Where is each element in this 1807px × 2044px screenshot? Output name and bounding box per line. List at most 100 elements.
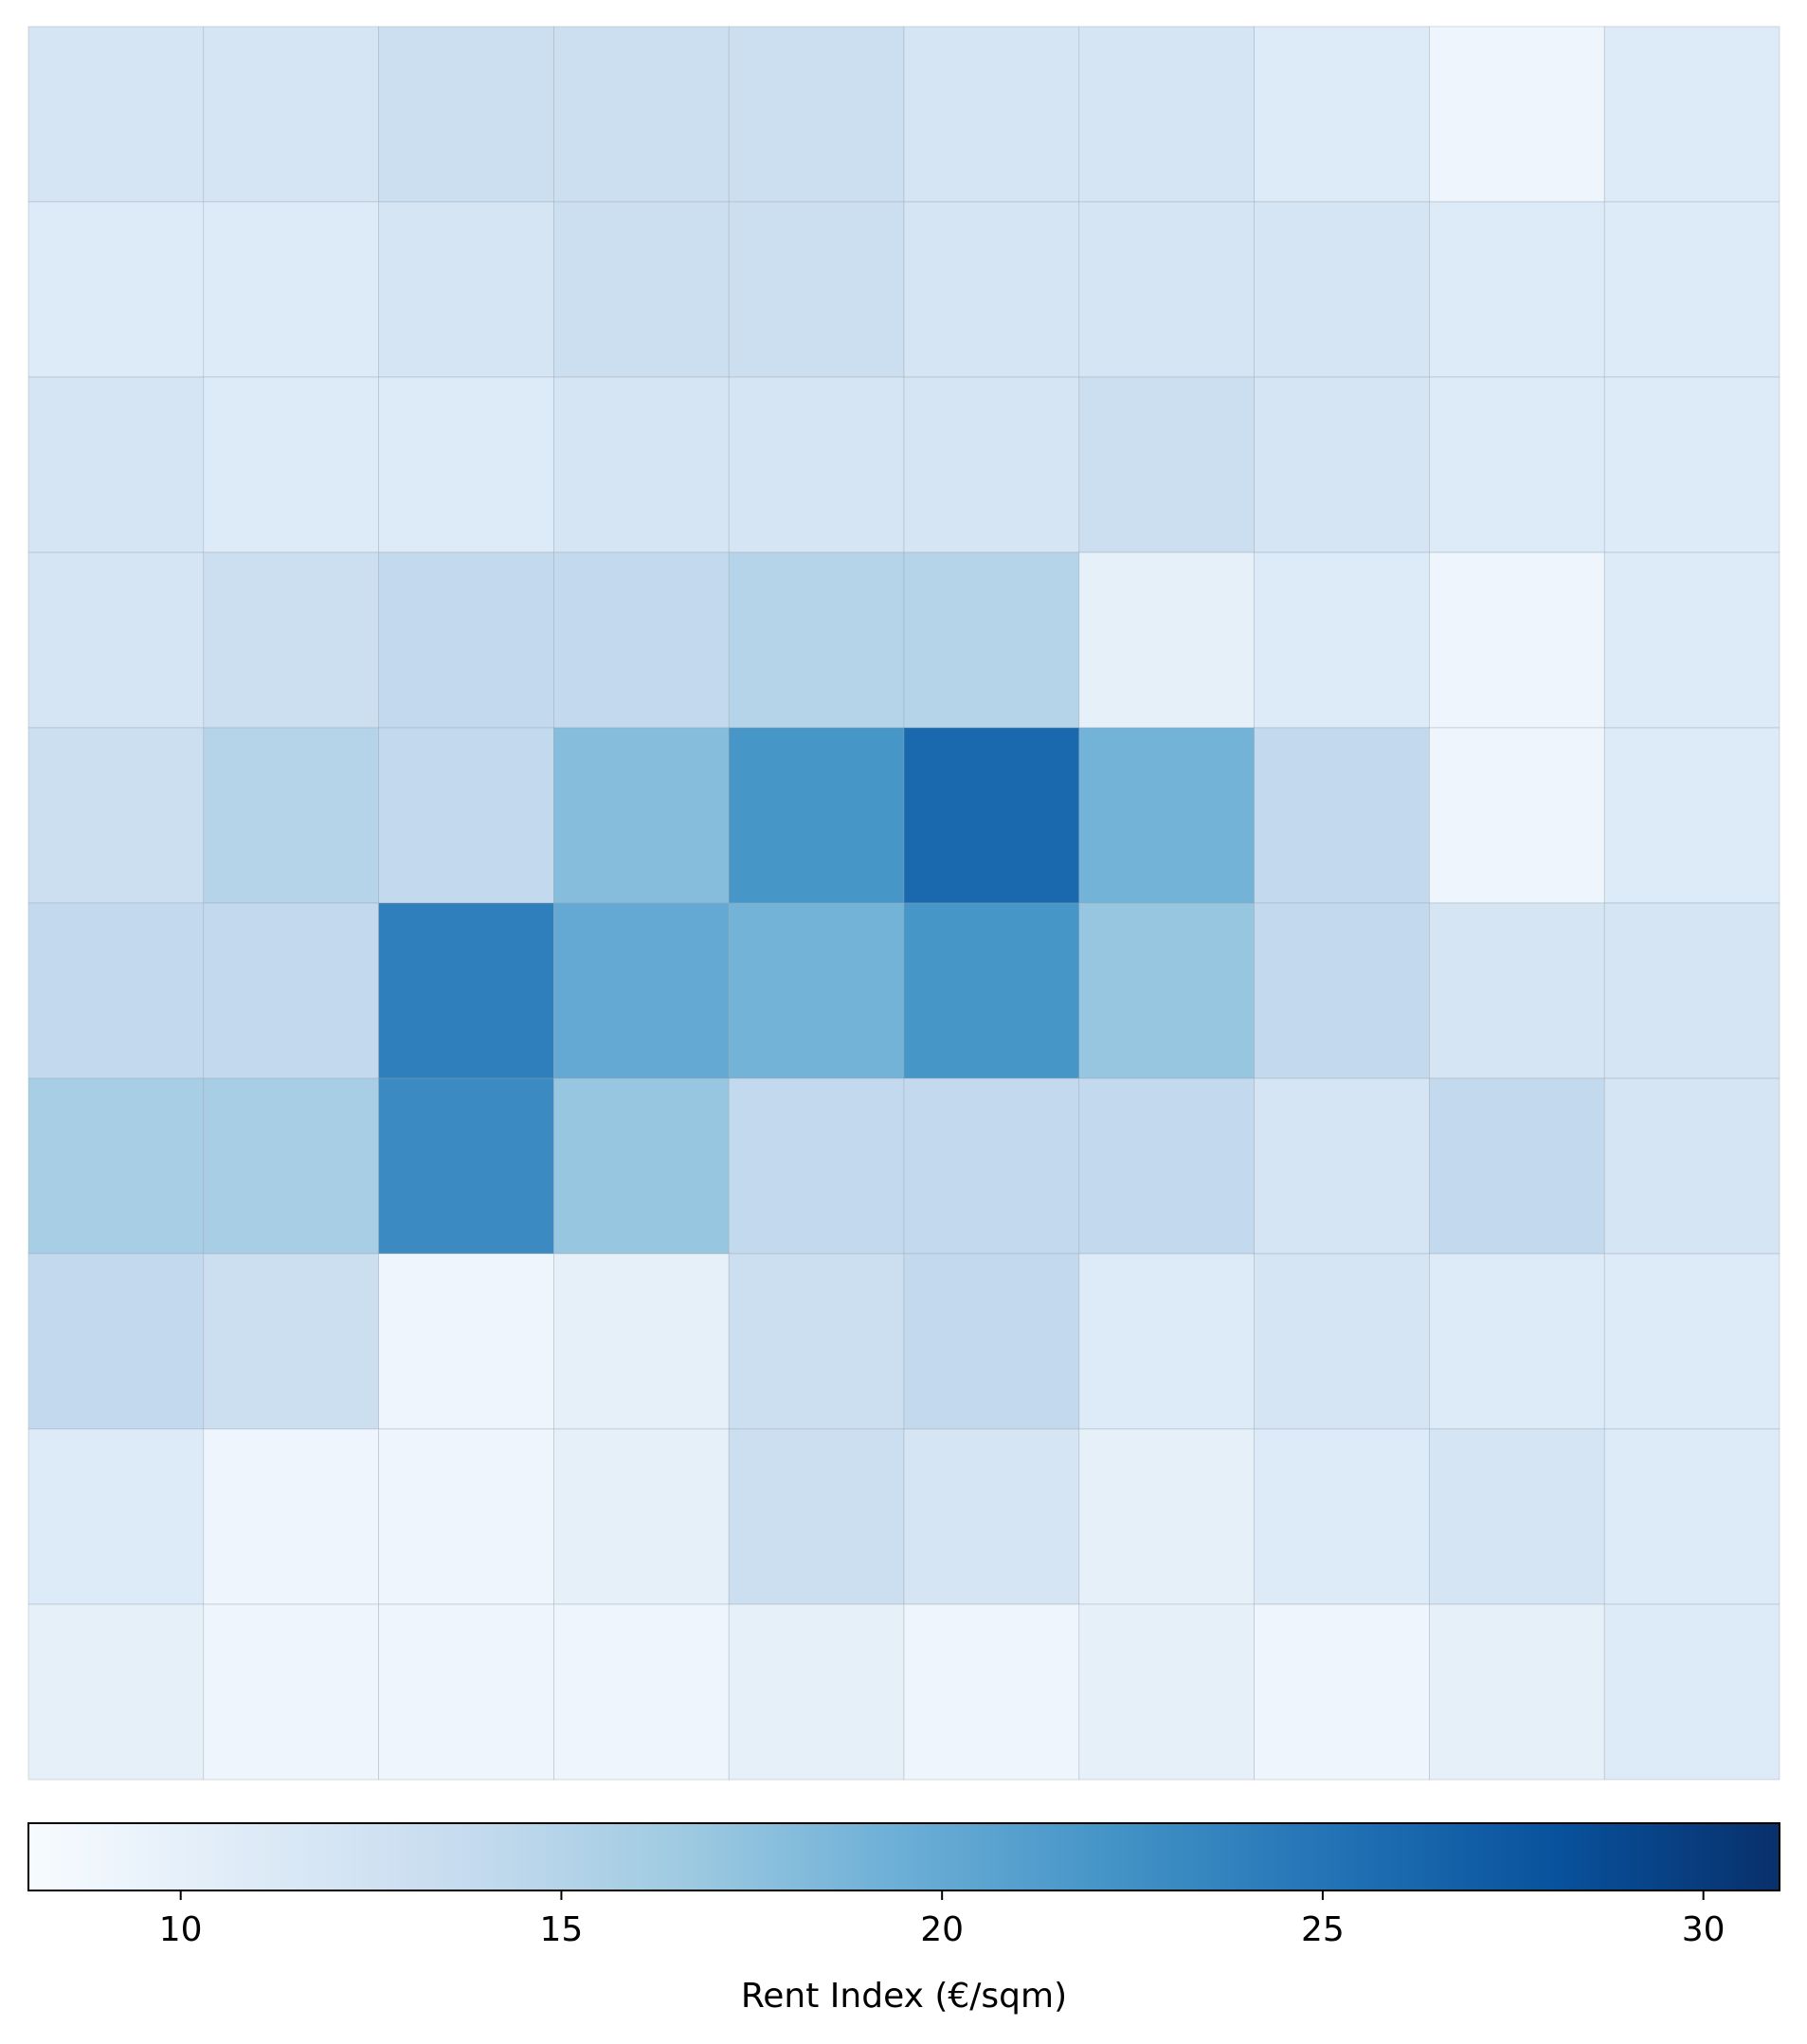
region — [1429, 1077, 1605, 1255]
region — [378, 26, 554, 203]
region — [553, 727, 730, 904]
colorbar — [27, 1822, 1780, 1891]
region — [1254, 1253, 1430, 1430]
region — [1078, 1077, 1255, 1255]
region — [203, 552, 379, 729]
region — [27, 26, 205, 203]
region — [903, 201, 1080, 378]
region — [903, 552, 1080, 729]
region — [203, 26, 379, 203]
region — [1254, 902, 1430, 1079]
region — [903, 1603, 1080, 1781]
region — [553, 26, 730, 203]
region — [903, 1077, 1080, 1255]
region — [728, 201, 905, 378]
region — [1254, 376, 1430, 553]
region — [1254, 1428, 1430, 1605]
region — [553, 1428, 730, 1605]
region — [203, 1077, 379, 1255]
region — [553, 1077, 730, 1255]
region — [1254, 1603, 1430, 1781]
colorbar-tick-label: 25 — [1301, 1910, 1345, 1949]
region — [553, 1603, 730, 1781]
region — [728, 552, 905, 729]
region — [1603, 376, 1780, 553]
region — [203, 1253, 379, 1430]
region — [903, 727, 1080, 904]
region — [1078, 376, 1255, 553]
region — [1429, 376, 1605, 553]
region — [728, 1253, 905, 1430]
region — [378, 727, 554, 904]
region — [378, 1428, 554, 1605]
region — [1078, 1428, 1255, 1605]
region — [378, 1603, 554, 1781]
region — [27, 1253, 205, 1430]
region — [1603, 1077, 1780, 1255]
region — [1603, 201, 1780, 378]
region — [27, 376, 205, 553]
region — [1429, 902, 1605, 1079]
region — [27, 1428, 205, 1605]
region — [27, 552, 205, 729]
region — [1603, 902, 1780, 1079]
region — [1429, 727, 1605, 904]
region — [203, 727, 379, 904]
region — [1603, 1253, 1780, 1430]
region — [27, 902, 205, 1079]
region — [1254, 1077, 1430, 1255]
region — [1078, 26, 1255, 203]
colorbar-tick-label: 15 — [540, 1910, 584, 1949]
region — [27, 727, 205, 904]
region — [1254, 727, 1430, 904]
region — [903, 26, 1080, 203]
region — [1078, 727, 1255, 904]
region — [553, 376, 730, 553]
region — [728, 1603, 905, 1781]
region — [27, 201, 205, 378]
region — [203, 376, 379, 553]
region — [728, 376, 905, 553]
region — [203, 902, 379, 1079]
region — [1429, 552, 1605, 729]
region — [1603, 26, 1780, 203]
region — [1603, 1428, 1780, 1605]
region — [1603, 552, 1780, 729]
region — [553, 902, 730, 1079]
region — [1254, 552, 1430, 729]
region — [203, 1428, 379, 1605]
region — [203, 1603, 379, 1781]
region — [378, 552, 554, 729]
colorbar-tick-label: 30 — [1682, 1910, 1726, 1949]
colorbar-tick-label: 20 — [920, 1910, 964, 1949]
region — [1603, 727, 1780, 904]
region — [1078, 552, 1255, 729]
region — [1429, 201, 1605, 378]
region — [553, 1253, 730, 1430]
region — [1429, 1603, 1605, 1781]
region — [1429, 1428, 1605, 1605]
region — [1078, 201, 1255, 378]
region — [378, 1253, 554, 1430]
region — [1078, 1603, 1255, 1781]
region — [378, 201, 554, 378]
region — [728, 1428, 905, 1605]
region — [203, 201, 379, 378]
colorbar-label: Rent Index (€/sqm) — [741, 1977, 1067, 2016]
region — [903, 1428, 1080, 1605]
region — [1254, 201, 1430, 378]
region — [1254, 26, 1430, 203]
region — [728, 727, 905, 904]
region — [553, 552, 730, 729]
region — [378, 376, 554, 553]
region — [27, 1077, 205, 1255]
region — [903, 376, 1080, 553]
region — [903, 1253, 1080, 1430]
region — [378, 1077, 554, 1255]
region — [1429, 1253, 1605, 1430]
colorbar-tick-label: 10 — [159, 1910, 203, 1949]
region — [728, 902, 905, 1079]
region — [1078, 1253, 1255, 1430]
region — [728, 1077, 905, 1255]
